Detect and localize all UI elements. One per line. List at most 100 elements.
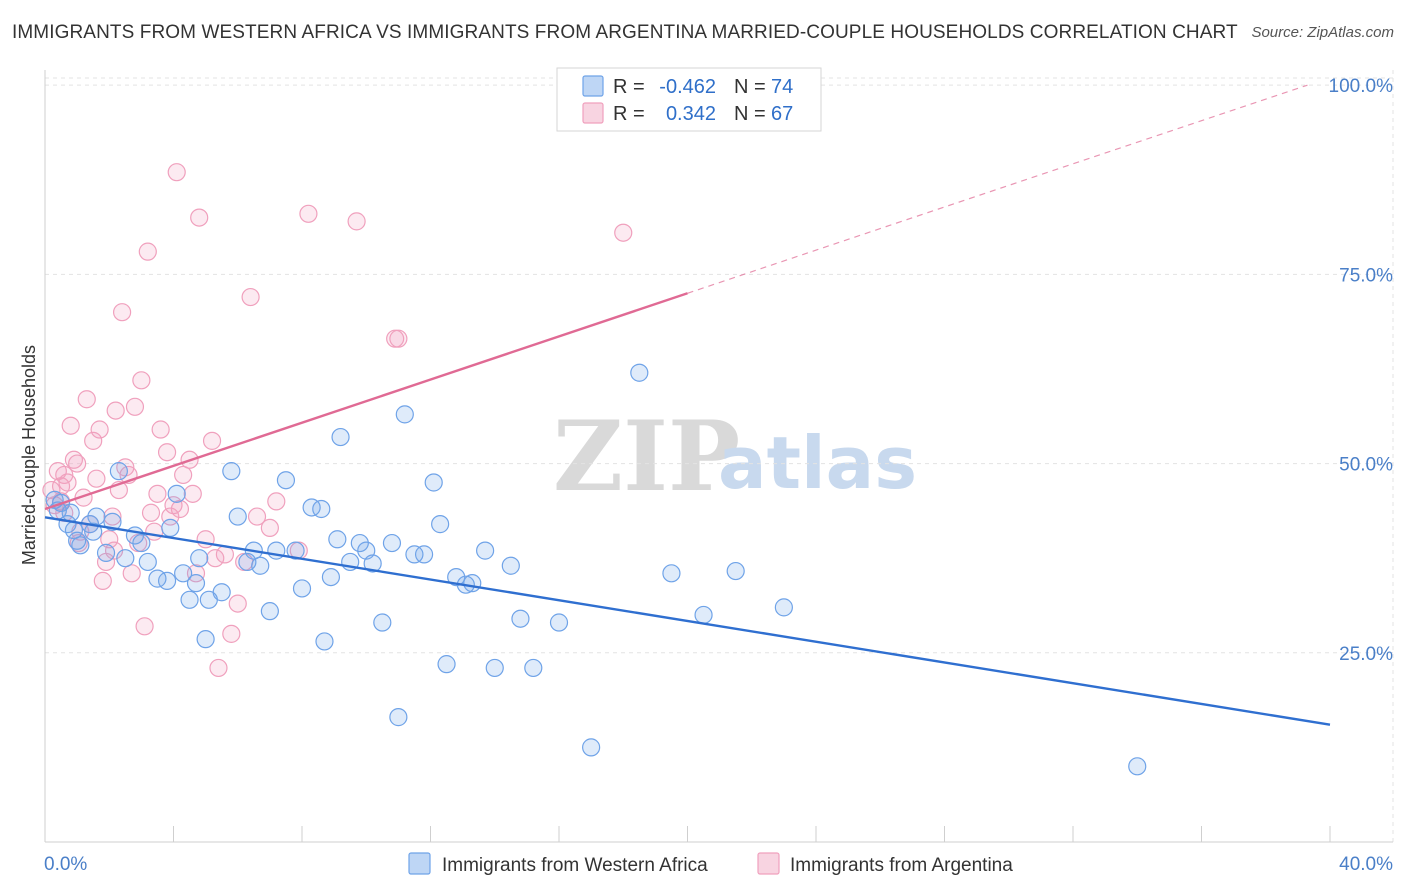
chart-source: Source: ZipAtlas.com: [1251, 24, 1394, 41]
point-argentina-8: [68, 454, 87, 473]
point-argentina-65: [206, 549, 225, 568]
point-western-africa-62: [774, 598, 793, 617]
point-argentina-34: [167, 163, 186, 182]
point-argentina-31: [157, 443, 177, 462]
point-argentina-50: [267, 492, 286, 511]
point-western-africa-37: [350, 533, 369, 553]
point-western-africa-13: [132, 533, 151, 553]
bottom-legend-swatch-western-africa: [408, 852, 431, 875]
point-argentina-42: [209, 658, 228, 678]
point-western-africa-68: [315, 632, 334, 651]
point-western-africa-59: [662, 564, 681, 583]
point-western-africa-53: [501, 556, 520, 575]
watermark-zip: ZIP: [553, 400, 740, 513]
point-western-africa-33: [312, 499, 331, 519]
point-western-africa-34: [321, 567, 341, 587]
point-argentina-38: [186, 564, 206, 583]
y-tick-label-3: 100.0%: [1329, 76, 1394, 97]
point-western-africa-10: [103, 512, 122, 531]
point-western-africa-29: [276, 471, 296, 490]
point-western-africa-48: [447, 567, 466, 587]
point-argentina-17: [103, 507, 122, 526]
point-argentina-23: [122, 564, 141, 583]
legend-swatch-western-africa: [582, 75, 604, 97]
chart-title: IMMIGRANTS FROM WESTERN AFRICA VS IMMIGR…: [12, 22, 1238, 43]
point-argentina-63: [170, 499, 190, 519]
point-western-africa-31: [292, 579, 312, 598]
point-argentina-45: [228, 594, 247, 613]
x-tick-label-min: 0.0%: [44, 854, 87, 875]
x-tick-labels: 0.0% 40.0%: [44, 854, 1393, 875]
point-argentina-48: [247, 507, 267, 526]
point-argentina-47: [241, 287, 260, 307]
point-argentina-49: [260, 518, 279, 538]
point-western-africa-45: [424, 473, 443, 492]
point-western-africa-63: [1128, 757, 1147, 776]
point-western-africa-20: [190, 549, 209, 568]
point-western-africa-35: [331, 427, 350, 447]
correlation-legend: R = -0.462 N = 74 R = 0.342 N = 67: [556, 67, 822, 132]
bottom-legend-label-western-africa: Immigrants from Western Africa: [442, 855, 708, 876]
point-western-africa-11: [116, 549, 135, 568]
point-argentina-30: [151, 420, 170, 439]
point-western-africa-41: [382, 533, 402, 553]
point-argentina-28: [141, 503, 161, 522]
point-argentina-52: [299, 204, 318, 223]
point-western-africa-66: [138, 552, 157, 572]
point-western-africa-44: [414, 545, 434, 564]
point-argentina-44: [222, 624, 241, 643]
x-tick-label-max: 40.0%: [1339, 854, 1393, 875]
legend-box: [556, 67, 822, 132]
point-western-africa-73: [328, 530, 347, 549]
legend-n-value-1: 67: [771, 103, 793, 125]
series-legend: Immigrants from Western Africa Immigrant…: [408, 852, 1013, 876]
point-western-africa-18: [174, 564, 193, 583]
point-argentina-39: [190, 208, 209, 227]
legend-r-value-1: 0.342: [666, 103, 716, 125]
bottom-legend-label-argentina: Immigrants from Argentina: [790, 855, 1013, 876]
legend-r-value-0: -0.462: [659, 76, 716, 98]
point-western-africa-32: [302, 498, 321, 517]
legend-n-label-0: N =: [734, 76, 766, 98]
point-argentina-6: [61, 416, 80, 435]
point-argentina-24: [125, 397, 145, 416]
y-tick-label-0: 25.0%: [1339, 644, 1393, 665]
axes: [44, 70, 1393, 843]
y-tick-labels: 25.0% 50.0% 75.0% 100.0%: [1329, 76, 1394, 665]
point-argentina-27: [138, 242, 157, 261]
point-argentina-53: [347, 212, 366, 231]
point-western-africa-57: [582, 738, 601, 757]
point-western-africa-23: [222, 462, 241, 481]
point-western-africa-8: [87, 507, 106, 526]
point-argentina-55: [389, 329, 408, 348]
point-argentina-18: [106, 401, 125, 420]
watermark: ZIP atlas: [553, 400, 917, 513]
point-western-africa-67: [228, 507, 247, 526]
point-argentina-35: [174, 465, 193, 485]
trend-line-argentina: [44, 292, 688, 511]
y-axis-label: Married-couple Households: [19, 345, 39, 565]
point-argentina-25: [132, 371, 151, 390]
point-western-africa-56: [549, 613, 569, 632]
point-western-africa-5: [71, 536, 90, 555]
point-western-africa-52: [485, 658, 504, 678]
trend-line-extension-argentina: [687, 84, 1308, 294]
legend-n-label-1: N =: [734, 103, 766, 125]
watermark-atlas: atlas: [718, 421, 917, 505]
point-western-africa-40: [373, 613, 392, 632]
point-argentina-15: [93, 571, 112, 590]
trend-line-western-africa: [44, 516, 1331, 726]
point-western-africa-60: [694, 605, 713, 625]
point-argentina-11: [77, 390, 96, 409]
point-western-africa-42: [395, 405, 414, 424]
point-western-africa-39: [363, 554, 382, 573]
point-western-africa-43: [405, 545, 424, 564]
point-western-africa-30: [286, 541, 305, 560]
point-western-africa-54: [511, 609, 530, 628]
point-western-africa-71: [64, 521, 84, 540]
y-tick-label-2: 75.0%: [1339, 265, 1393, 286]
point-argentina-13: [87, 469, 106, 488]
point-western-africa-16: [161, 518, 180, 538]
point-western-africa-26: [251, 556, 270, 575]
